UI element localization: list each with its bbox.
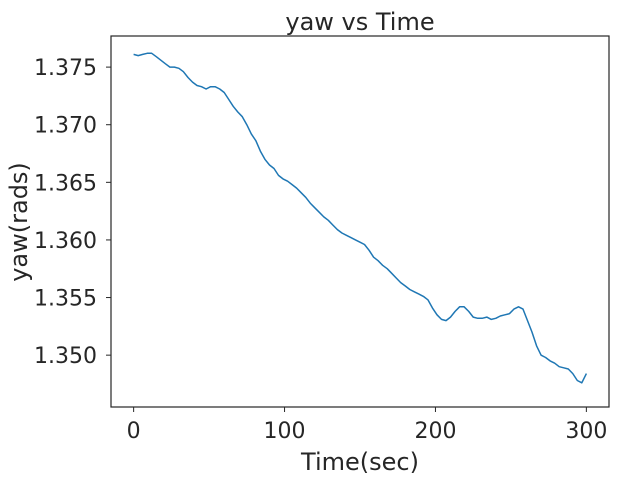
x-tick-label: 200	[414, 419, 456, 444]
y-axis-label: yaw(rads)	[5, 162, 33, 282]
plot-area	[133, 52, 588, 384]
x-axis-label: Time(sec)	[300, 448, 419, 476]
y-tick-label: 1.360	[34, 229, 97, 254]
y-tick-label: 1.350	[34, 344, 97, 369]
series-line-0	[133, 52, 588, 384]
y-tick-label: 1.375	[34, 56, 97, 81]
y-tick-label: 1.365	[34, 171, 97, 196]
x-tick-label: 300	[565, 419, 607, 444]
x-tick-label: 0	[127, 419, 141, 444]
y-tick-label: 1.370	[34, 114, 97, 139]
y-tick-label: 1.355	[34, 287, 97, 312]
plot-frame	[110, 35, 610, 408]
axis-ticks: 0 100 200 300 1.350 1.355 1.360 1.365 1.370 1.375	[34, 56, 607, 444]
chart-title: yaw vs Time	[285, 8, 434, 36]
x-tick-label: 100	[264, 419, 306, 444]
